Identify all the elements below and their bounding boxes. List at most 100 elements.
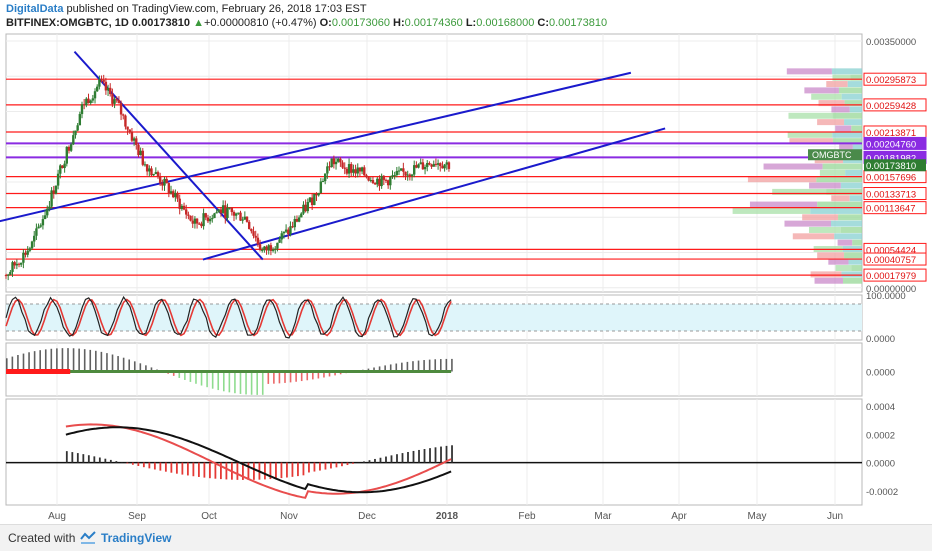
volume-bar [784, 221, 831, 227]
time-tick: Dec [358, 511, 376, 522]
candle [335, 162, 337, 164]
candle [61, 165, 63, 168]
volume-bar [844, 119, 862, 125]
tradingview-logo-icon [80, 530, 96, 544]
candle [79, 114, 81, 125]
macd-histogram-bar [154, 463, 156, 470]
level-label: 0.00204760 [866, 139, 916, 150]
volume-bar [836, 265, 852, 271]
volume-bar [831, 106, 849, 112]
candle [315, 194, 317, 196]
author-name[interactable]: DigitalData [6, 3, 63, 15]
candle [294, 219, 296, 227]
candle [152, 174, 154, 175]
momentum-bar [78, 349, 80, 372]
momentum-bar [73, 348, 75, 371]
candle [81, 104, 83, 114]
candle [100, 79, 102, 80]
candle [202, 213, 204, 226]
symbol-label[interactable]: BITFINEX:OMGBTC, 1D [6, 17, 129, 29]
macd-histogram-bar [176, 463, 178, 474]
candle [155, 172, 157, 174]
momentum-bar [128, 359, 130, 371]
macd-histogram-bar [369, 460, 371, 462]
candle [278, 239, 280, 242]
price-tick: 0.00350000 [866, 37, 916, 48]
candle [176, 193, 178, 199]
momentum-bar [256, 372, 258, 395]
candle [179, 199, 181, 209]
macd-histogram-bar [402, 453, 404, 463]
macd-histogram-bar [192, 463, 194, 477]
momentum-bar [89, 350, 91, 372]
momentum-bar [112, 355, 114, 372]
candle [378, 179, 380, 186]
volume-bar [832, 75, 850, 81]
macd-histogram-bar [88, 455, 90, 462]
candle [257, 238, 259, 244]
macd-histogram-bar [424, 449, 426, 463]
candle [350, 164, 352, 173]
macd-histogram-bar [159, 463, 161, 471]
candle [385, 180, 387, 181]
candle [426, 163, 428, 167]
candle [42, 219, 44, 225]
publish-line: DigitalData published on TradingView.com… [6, 2, 926, 16]
candle [150, 168, 152, 175]
candle [163, 179, 165, 186]
footer-bar: Created with TradingView [0, 524, 932, 551]
candle [237, 213, 239, 214]
candle [406, 175, 408, 176]
volume-bar [815, 278, 843, 284]
macd-histogram-bar [143, 463, 145, 468]
candle [24, 253, 26, 255]
candle [57, 174, 59, 186]
volume-bar [823, 164, 862, 170]
candle [400, 168, 402, 170]
candle [144, 164, 146, 165]
candle [402, 168, 404, 171]
volume-bar [804, 87, 839, 93]
macd-histogram-bar [77, 453, 79, 463]
time-tick: May [748, 511, 767, 522]
momentum-bar [123, 358, 125, 372]
candle [291, 226, 293, 227]
candle [187, 215, 189, 216]
candle [324, 174, 326, 182]
macd-histogram-bar [352, 463, 354, 464]
macd-histogram-bar [148, 463, 150, 469]
macd-histogram-bar [286, 463, 288, 478]
candle [359, 168, 361, 172]
macd-tick: 0.0004 [866, 402, 895, 413]
volume-bar [817, 119, 844, 125]
candle [409, 175, 411, 176]
candle [92, 98, 94, 100]
momentum-bar [106, 353, 108, 371]
tradingview-link[interactable]: TradingView [101, 531, 171, 545]
volume-bar [850, 75, 862, 81]
volume-bar [838, 240, 853, 246]
momentum-bar [223, 372, 225, 392]
momentum-bar [234, 372, 236, 394]
momentum-bar [217, 372, 219, 391]
macd-histogram-bar [396, 454, 398, 462]
volume-bar [811, 94, 841, 100]
candle [53, 190, 55, 193]
candle [111, 94, 113, 104]
candle [341, 162, 343, 167]
macd-histogram-bar [253, 463, 255, 480]
candle [441, 166, 443, 168]
open-value: 0.00173060 [332, 17, 390, 29]
macd-histogram-bar [165, 463, 167, 472]
macd-histogram-bar [237, 463, 239, 480]
candle [157, 172, 159, 177]
macd-histogram-bar [104, 459, 106, 463]
time-tick: Apr [671, 511, 687, 522]
volume-bar [851, 125, 862, 131]
volume-bar [852, 240, 862, 246]
change-value: +0.00000810 (+0.47%) [204, 17, 317, 29]
momentum-bar [67, 348, 69, 371]
momentum-bar [206, 372, 208, 388]
